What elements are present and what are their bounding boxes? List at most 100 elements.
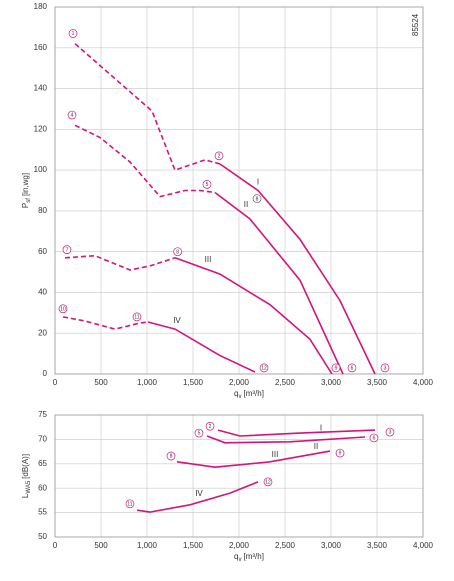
marker-circle: [194, 428, 204, 438]
marker-circle: [173, 247, 182, 257]
marker-circle: [263, 477, 273, 487]
plot-frame: [54, 6, 424, 375]
plot-frame: [54, 414, 424, 538]
y-tick-label: 0: [43, 369, 48, 378]
axis-label-sub: v: [239, 394, 242, 400]
axis-label-main: q: [234, 552, 238, 561]
marker-label: 11: [134, 315, 139, 321]
point-marker: 10: [58, 304, 68, 314]
curve: [174, 257, 333, 375]
x-tick-label: 3,000: [321, 541, 342, 550]
marker-circle: [369, 433, 379, 443]
curve-label: I: [257, 177, 259, 186]
y-tick-label: 70: [38, 435, 47, 444]
x-tick-label: 0: [53, 378, 58, 387]
curve-label: III: [205, 255, 212, 264]
marker-label: 12: [265, 479, 271, 485]
y-tick-label: 140: [34, 84, 48, 93]
y-tick-label: 55: [38, 508, 47, 517]
x-tick-label: 500: [94, 541, 108, 550]
y-tick-label: 180: [34, 2, 48, 11]
curve: [64, 254, 176, 271]
axis-label-sub: v: [239, 557, 242, 563]
curve-label: III: [272, 450, 279, 459]
marker-circle: [380, 363, 390, 373]
curve-label: II: [314, 442, 318, 451]
x-tick-label: 1,500: [183, 378, 204, 387]
marker-label: 5: [206, 182, 209, 188]
point-marker: 1: [68, 29, 78, 38]
x-tick-label: 3,500: [367, 378, 388, 387]
x-tick-label: 1,000: [137, 541, 158, 550]
y-tick-label: 100: [34, 165, 48, 174]
curve: [74, 43, 221, 172]
y-tick-label: 65: [38, 459, 47, 468]
point-marker: 12: [259, 363, 269, 373]
point-marker: 6: [369, 433, 379, 443]
marker-label: 6: [351, 366, 354, 372]
x-tick-label: 2,500: [275, 378, 296, 387]
marker-circle: [68, 29, 78, 38]
curve-label: IV: [173, 316, 181, 325]
point-marker: 8: [252, 194, 262, 204]
curve-label: IV: [195, 489, 203, 498]
marker-circle: [252, 194, 262, 204]
x-tick-label: 2,000: [229, 541, 250, 550]
axis-label-main: P: [21, 203, 30, 208]
marker-label: 8: [170, 454, 173, 460]
curve-label: II: [244, 200, 248, 209]
marker-circle: [385, 427, 395, 437]
axis-label: qv [m³/h]: [234, 552, 264, 562]
marker-label: 10: [60, 306, 66, 312]
curve: [74, 124, 216, 198]
point-marker: 8: [173, 247, 182, 257]
curve: [219, 163, 376, 375]
x-tick-label: 2,000: [229, 378, 250, 387]
marker-label: 8: [256, 196, 259, 202]
marker-circle: [166, 451, 176, 461]
point-marker: 3: [380, 363, 390, 373]
x-tick-label: 2,500: [275, 541, 296, 550]
y-tick-label: 60: [38, 247, 47, 256]
x-tick-label: 3,000: [321, 378, 342, 387]
x-tick-label: 1,500: [183, 541, 204, 550]
x-tick-label: 4,000: [413, 541, 434, 550]
curve: [206, 435, 366, 444]
marker-label: 4: [71, 113, 74, 119]
marker-label: 3: [384, 366, 387, 372]
marker-label: 1: [72, 31, 75, 37]
marker-label: 9: [339, 451, 342, 457]
point-marker: 2: [214, 151, 224, 161]
marker-circle: [214, 151, 224, 161]
axis-label-unit: [in,wg]: [21, 173, 30, 196]
axis-label-unit: [m³/h]: [244, 552, 264, 561]
marker-label: 6: [373, 436, 376, 442]
marker-circle: [259, 363, 269, 373]
point-marker: 3: [385, 427, 395, 437]
axis-label-sub: sf: [26, 198, 32, 203]
y-tick-label: 120: [34, 124, 48, 133]
marker-label: 7: [66, 247, 69, 253]
point-marker: 7: [62, 245, 72, 254]
marker-circle: [202, 180, 212, 189]
axis-label: qv [m³/h]: [234, 389, 264, 399]
curve: [214, 191, 344, 375]
marker-circle: [62, 245, 72, 254]
curve: [62, 316, 149, 330]
point-marker: 2: [205, 421, 215, 431]
axis-label: LWA5[dB(A)]: [21, 454, 31, 498]
marker-label: 11: [127, 501, 132, 507]
y-tick-label: 50: [38, 532, 47, 541]
point-marker: 5: [202, 180, 212, 189]
point-marker: 9: [335, 448, 345, 458]
x-tick-label: 500: [94, 378, 108, 387]
marker-label: 8: [176, 249, 179, 255]
y-tick-label: 75: [38, 410, 47, 419]
marker-label: 2: [209, 424, 212, 430]
marker-circle: [125, 499, 135, 509]
point-marker: 9: [331, 363, 341, 373]
curve: [217, 429, 376, 437]
point-marker: 11: [125, 499, 135, 509]
point-marker: 11: [132, 312, 142, 322]
